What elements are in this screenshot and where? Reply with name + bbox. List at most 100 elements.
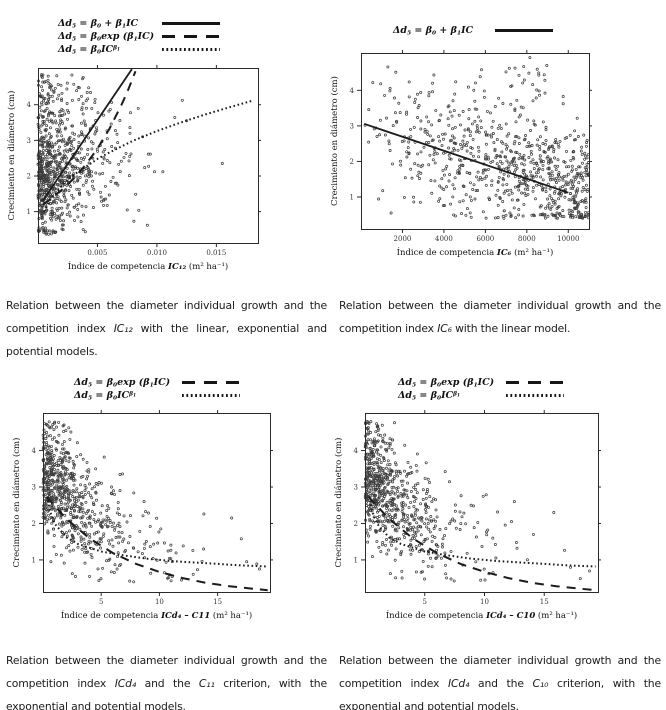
legend-line-sample-dashed: [182, 381, 240, 384]
fit-line-solid: [42, 68, 133, 202]
svg-text:4: 4: [27, 101, 32, 109]
caption-text: Relation between the diameter individual…: [6, 299, 327, 335]
axis-tick-labels: 2000 4000 6000 8000 10000 1 2 3 4: [350, 87, 580, 243]
legend-equation: Δd5 = β0ICβ1: [74, 389, 137, 402]
legend-row-potential-model: Δd5 = β0ICβ1: [58, 43, 220, 56]
y-axis-title: Crecimiento en diámetro (cm): [329, 76, 340, 206]
legend-equation: Δd5 = β0 + β1IC: [58, 17, 139, 30]
figure-caption-icd4-c11: Relation between the diameter individual…: [6, 649, 327, 710]
chart-icd4-c11: 5 10 15 1 2 3 4 Índice de competencia ICd₄ – C1…: [11, 410, 273, 621]
svg-text:15: 15: [540, 598, 549, 606]
legend-line-sample-dotted: [162, 48, 220, 51]
fit-line-solid: [363, 122, 569, 194]
x-axis-title: Índice de competencia IC₁₂ (m² ha⁻¹): [68, 260, 228, 272]
x-axis-title: Índice de competencia ICd₄ – C11 (m² ha⁻…: [61, 609, 252, 621]
scatter-points: [363, 420, 592, 583]
svg-text:6000: 6000: [476, 235, 494, 243]
plot-box: [361, 53, 590, 230]
legend-icd4-c10: Δd5 = β0exp (β1IC) Δd5 = β0ICβ1: [398, 376, 564, 402]
caption-text: with the linear, exponential and potenti…: [6, 322, 327, 358]
plot-box: [43, 413, 271, 593]
svg-text:10: 10: [480, 598, 489, 606]
axis-ticks: [34, 65, 261, 247]
caption-index-term: C₁₀: [532, 677, 549, 690]
scatter-points: [36, 73, 224, 236]
legend-row-linear-model: Δd5 = β0 + β1IC: [393, 24, 553, 37]
caption-index-term: C₁₁: [198, 677, 215, 690]
caption-text: Relation between the diameter individual…: [339, 299, 661, 335]
y-axis-title: Crecimiento en diámetro (cm): [6, 91, 17, 221]
legend-icd4-c11: Δd5 = β0exp (β1IC) Δd5 = β0ICβ1: [74, 376, 240, 402]
plot-box: [38, 68, 259, 244]
caption-text: with the linear model.: [451, 322, 571, 335]
legend-row-potential-model: Δd5 = β0ICβ1: [398, 389, 564, 402]
caption-index-term: ICd₄: [114, 677, 137, 690]
caption-text: Relation between the diameter individual…: [339, 654, 661, 690]
svg-text:15: 15: [213, 598, 222, 606]
svg-text:2000: 2000: [394, 235, 412, 243]
legend-row-exponential-model: Δd5 = β0exp (β1IC): [398, 376, 564, 389]
legend-line-sample-dashed: [506, 381, 564, 384]
svg-text:3: 3: [27, 137, 31, 145]
svg-text:2: 2: [350, 158, 354, 166]
caption-text: criterion, with the exponential and pote…: [6, 677, 327, 710]
legend-line-sample-solid: [162, 22, 220, 25]
svg-text:2: 2: [354, 520, 358, 528]
legend-equation: Δd5 = β0 + β1IC: [393, 24, 474, 37]
fit-line-dashed: [45, 496, 268, 592]
legend-row-exponential-model: Δd5 = β0exp (β1IC): [74, 376, 240, 389]
caption-text: and the: [136, 677, 199, 690]
legend-ic6: Δd5 = β0 + β1IC: [393, 24, 553, 37]
svg-text:1: 1: [354, 556, 358, 564]
caption-text: Relation between the diameter individual…: [6, 654, 327, 690]
legend-row-exponential-model: Δd5 = β0exp (β1IC): [58, 30, 220, 43]
svg-text:4: 4: [354, 447, 359, 455]
legend-row-linear-model: Δd5 = β0 + β1IC: [58, 17, 220, 30]
x-axis-title: Índice de competencia IC₆ (m² ha⁻¹): [397, 246, 554, 258]
svg-text:3: 3: [354, 484, 358, 492]
svg-text:0.010: 0.010: [147, 249, 167, 257]
scatter-points: [363, 56, 591, 220]
svg-text:0.015: 0.015: [206, 249, 226, 257]
svg-text:5: 5: [423, 598, 427, 606]
caption-text: and the: [469, 677, 533, 690]
caption-text: criterion, with the exponential and pote…: [339, 677, 661, 710]
legend-equation: Δd5 = β0ICβ1: [58, 43, 121, 56]
chart-icd4-c10: 5 10 15 1 2 3 4 Índice de competencia ICd₄ – C1…: [333, 410, 601, 621]
svg-text:3: 3: [350, 122, 354, 130]
svg-text:2: 2: [27, 172, 31, 180]
legend-line-sample-dashed: [162, 35, 220, 38]
axis-ticks: [357, 50, 592, 233]
legend-ic12: Δd5 = β0 + β1IC Δd5 = β0exp (β1IC) Δd5 = β…: [58, 17, 220, 56]
caption-index-term: IC₆: [437, 322, 452, 335]
x-axis-title: Índice de competencia ICd₄ – C10 (m² ha⁻…: [386, 609, 577, 621]
fit-line-dotted: [368, 496, 596, 568]
svg-text:1: 1: [350, 194, 354, 202]
legend-line-sample-dotted: [506, 394, 564, 397]
fit-line-dashed: [42, 70, 137, 206]
svg-text:2: 2: [32, 520, 36, 528]
axis-ticks: [361, 410, 601, 596]
y-axis-title: Crecimiento en diámetro (cm): [11, 438, 22, 568]
svg-text:10: 10: [155, 598, 164, 606]
axis-ticks: [39, 410, 273, 596]
svg-text:1: 1: [32, 556, 36, 564]
y-axis-title: Crecimiento en diámetro (cm): [333, 438, 344, 568]
legend-line-sample-dotted: [182, 394, 240, 397]
caption-index-term: ICd₄: [448, 677, 470, 690]
figure-caption-icd4-c10: Relation between the diameter individual…: [339, 649, 661, 710]
legend-equation: Δd5 = β0exp (β1IC): [58, 30, 155, 43]
legend-equation: Δd5 = β0exp (β1IC): [398, 376, 495, 389]
svg-text:1: 1: [27, 208, 31, 216]
legend-equation: Δd5 = β0exp (β1IC): [74, 376, 171, 389]
caption-index-term: IC₁₂: [113, 322, 133, 335]
legend-equation: Δd5 = β0ICβ1: [398, 389, 461, 402]
svg-text:4: 4: [350, 87, 355, 95]
axis-tick-labels: 5 10 15 1 2 3 4: [32, 447, 223, 606]
chart-ic6: 2000 4000 6000 8000 10000 1 2 3 4 Índice de compe…: [329, 50, 592, 258]
svg-text:4: 4: [32, 447, 37, 455]
chart-ic12: 0.005 0.010 0.015 1 2 3 4 Índice de competencia…: [6, 65, 261, 272]
scatter-points: [41, 420, 261, 584]
